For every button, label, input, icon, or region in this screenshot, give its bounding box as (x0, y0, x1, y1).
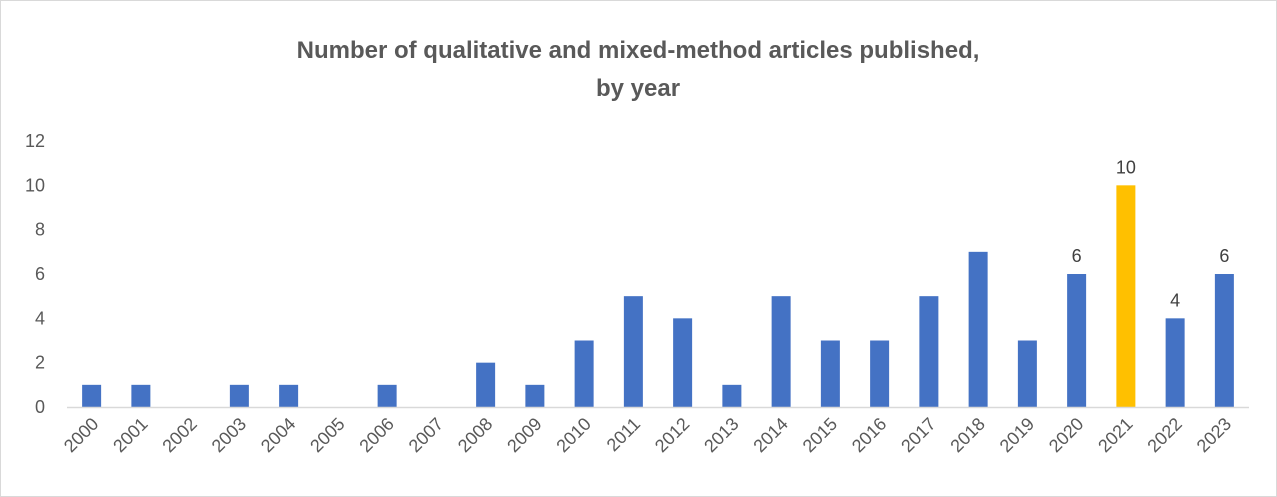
y-tick-label: 10 (25, 175, 45, 195)
chart-title-line-2: by year (596, 75, 680, 102)
bar-2012 (673, 318, 693, 407)
bar-2019 (1017, 340, 1037, 407)
x-tick-label-2013: 2013 (700, 414, 742, 456)
bar-2016 (870, 340, 890, 407)
y-axis-tick-labels: 0 2 4 6 8 10 12 (25, 131, 45, 417)
data-labels: 6 10 4 6 (1072, 157, 1230, 310)
data-label-2020: 6 (1072, 246, 1082, 266)
bar-2021 (1116, 185, 1136, 407)
bar-2004 (279, 384, 299, 407)
bar-2013 (722, 384, 742, 407)
x-tick-label-2002: 2002 (158, 414, 200, 456)
x-tick-label-2006: 2006 (355, 414, 397, 456)
x-tick-label-2000: 2000 (60, 414, 102, 456)
x-tick-label-2004: 2004 (257, 414, 299, 456)
bar-2023 (1214, 274, 1234, 407)
bar-2011 (623, 296, 643, 407)
y-tick-label: 0 (35, 397, 45, 417)
x-tick-label-2016: 2016 (848, 414, 890, 456)
bar-2014 (771, 296, 791, 407)
y-tick-label: 2 (35, 353, 45, 373)
bar-2022 (1165, 318, 1185, 407)
chart-title-line-1: Number of qualitative and mixed-method a… (297, 37, 980, 64)
x-tick-label-2023: 2023 (1193, 414, 1235, 456)
bar-2003 (229, 384, 249, 407)
y-tick-label: 6 (35, 264, 45, 284)
data-label-2021: 10 (1116, 157, 1136, 177)
bar-2006 (377, 384, 397, 407)
data-label-2023: 6 (1219, 246, 1229, 266)
x-tick-label-2018: 2018 (946, 414, 988, 456)
x-tick-label-2008: 2008 (454, 414, 496, 456)
bar-2015 (820, 340, 840, 407)
bar-2008 (476, 362, 496, 407)
data-label-2022: 4 (1170, 290, 1180, 310)
x-tick-label-2012: 2012 (651, 414, 693, 456)
y-tick-label: 4 (35, 308, 45, 328)
x-tick-label-2017: 2017 (897, 414, 939, 456)
x-tick-label-2015: 2015 (799, 414, 841, 456)
bar-2020 (1067, 274, 1087, 407)
bar-2017 (919, 296, 939, 407)
bar-2010 (574, 340, 594, 407)
bar-2009 (525, 384, 545, 407)
x-tick-label-2001: 2001 (109, 414, 151, 456)
x-tick-label-2005: 2005 (306, 414, 348, 456)
bar-2018 (968, 251, 988, 407)
x-tick-label-2009: 2009 (503, 414, 545, 456)
x-tick-label-2003: 2003 (208, 414, 250, 456)
bar-2000 (82, 384, 102, 407)
x-tick-label-2014: 2014 (749, 414, 791, 456)
x-tick-label-2010: 2010 (552, 414, 594, 456)
x-tick-label-2021: 2021 (1094, 414, 1136, 456)
y-tick-label: 12 (25, 131, 45, 151)
y-tick-label: 8 (35, 220, 45, 240)
bar-2001 (131, 384, 151, 407)
bars (82, 185, 1234, 407)
x-tick-label-2020: 2020 (1045, 414, 1087, 456)
x-tick-label-2019: 2019 (996, 414, 1038, 456)
x-tick-label-2022: 2022 (1143, 414, 1185, 456)
x-tick-label-2011: 2011 (603, 414, 645, 456)
x-axis-tick-labels: 2000 2001 2002 2003 2004 2005 2006 2007 2008 2009… (60, 414, 1235, 456)
x-tick-label-2007: 2007 (405, 414, 447, 456)
